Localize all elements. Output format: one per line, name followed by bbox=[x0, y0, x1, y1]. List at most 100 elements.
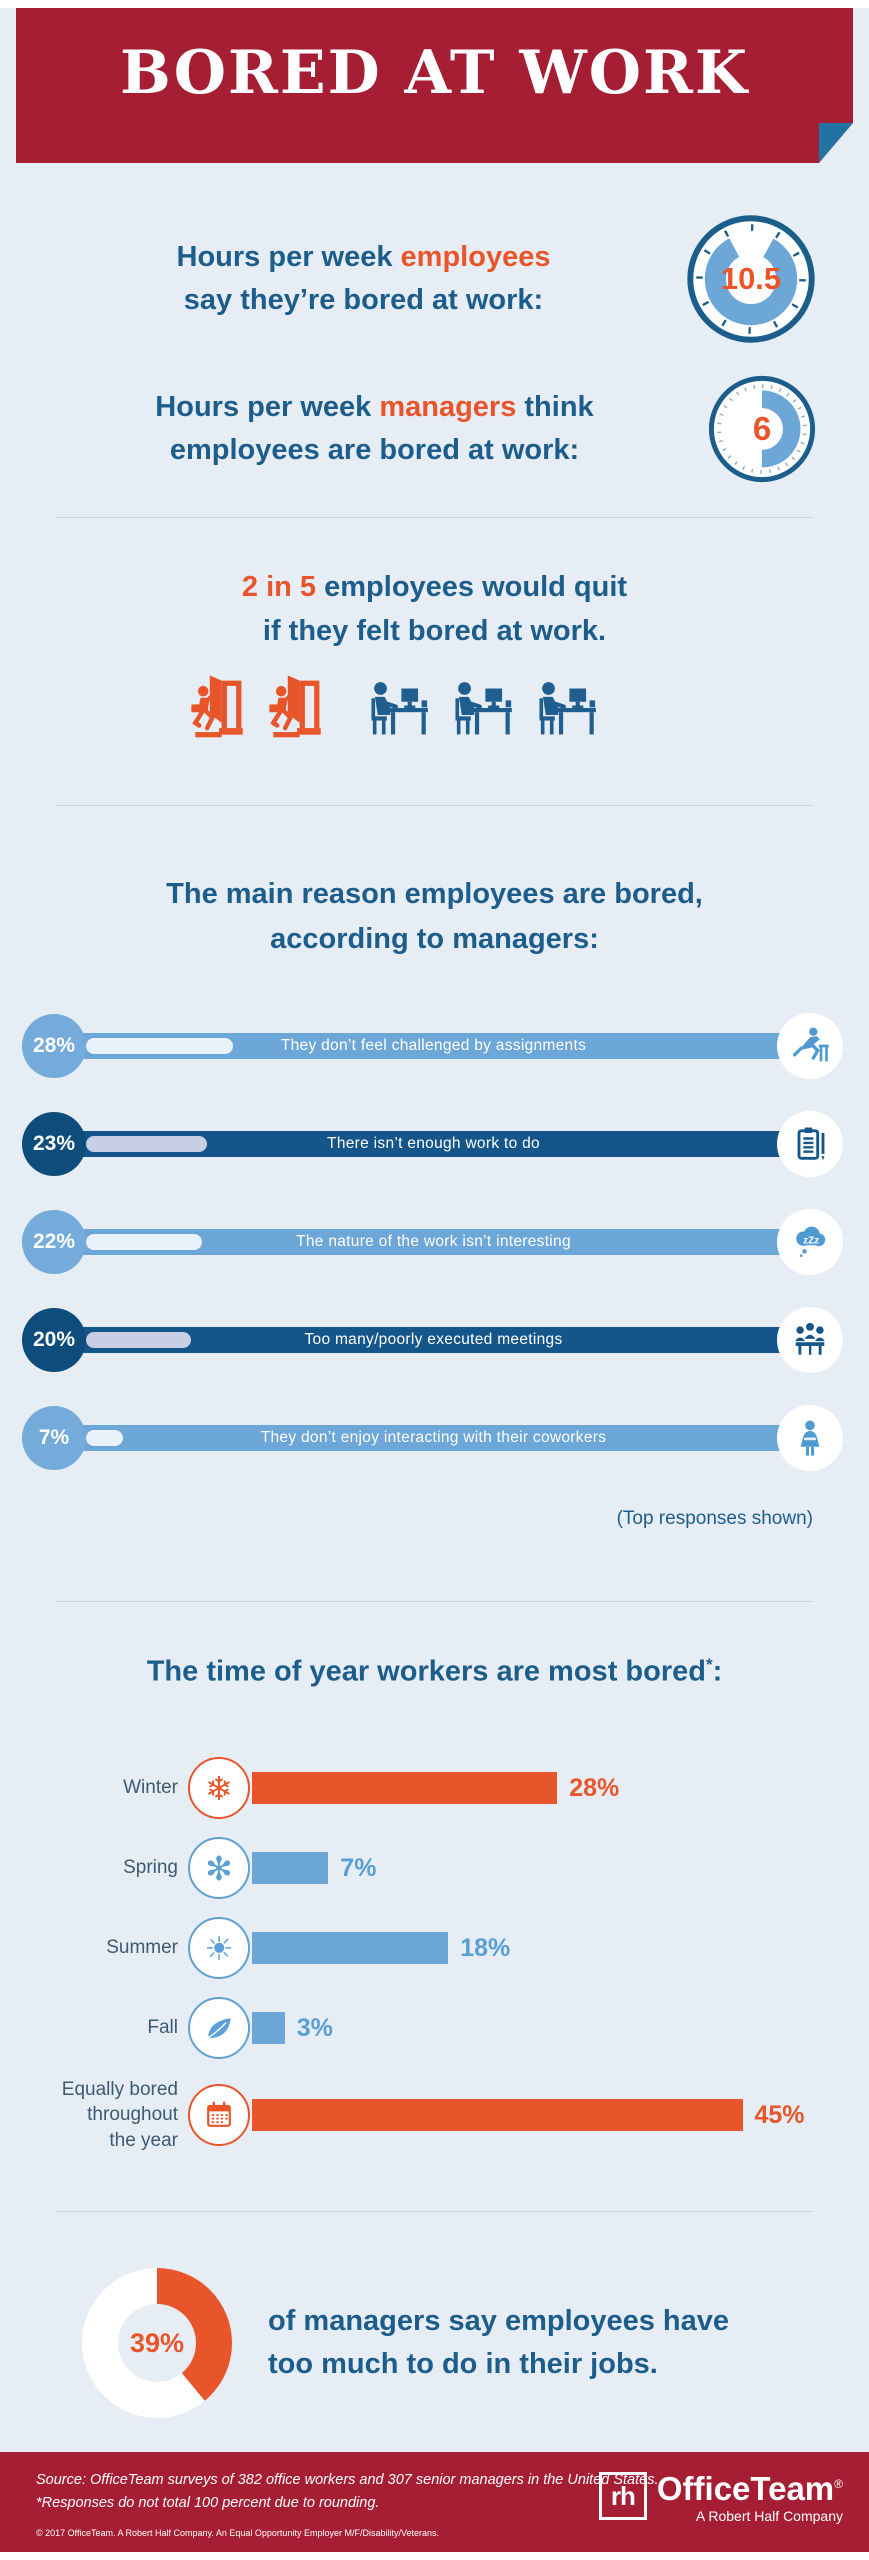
registered-mark: ® bbox=[834, 2477, 843, 2491]
seasons-heading-text: The time of year workers are most bored bbox=[146, 1655, 706, 1688]
quit-pictogram-row bbox=[0, 674, 789, 745]
hours-managers-line1: Hours per week managers think bbox=[60, 386, 689, 430]
zzz-sleep-icon: zZz bbox=[777, 1209, 843, 1275]
season-row: Fall 3% bbox=[0, 1988, 869, 2068]
clipboard-icon bbox=[777, 1111, 843, 1177]
copyright-text: © 2017 OfficeTeam. A Robert Half Company… bbox=[36, 2528, 439, 2538]
quit-statement: 2 in 5 employees would quit if they felt… bbox=[0, 566, 869, 653]
hours-employees-line1: Hours per week employees bbox=[60, 236, 667, 280]
busy-statement: of managers say employees have too much … bbox=[268, 2300, 729, 2387]
donut-percent: 39% bbox=[129, 2327, 185, 2358]
season-bar bbox=[252, 1932, 449, 1964]
season-glyph: ☀ bbox=[204, 1929, 234, 1967]
footnote-asterisk: * bbox=[705, 1655, 713, 1674]
reason-percent-badge: 28% bbox=[22, 1014, 86, 1078]
season-glyph: ❄ bbox=[205, 1769, 233, 1807]
reason-bar-track: The nature of the work isn’t interesting bbox=[54, 1229, 813, 1255]
officeteam-logo: rh OfficeTeam® A Robert Half Company bbox=[598, 2472, 843, 2524]
desk-worker-icon bbox=[368, 676, 432, 745]
section-divider bbox=[55, 805, 814, 806]
reason-percent-badge: 22% bbox=[22, 1210, 86, 1274]
door-exit-icon bbox=[268, 674, 326, 745]
hours-employees-text: Hours per week employees say they’re bor… bbox=[60, 236, 667, 323]
reason-percent: 23% bbox=[32, 1132, 76, 1155]
reason-percent: 22% bbox=[32, 1230, 76, 1253]
hours-employees-row: Hours per week employees say they’re bor… bbox=[60, 203, 817, 355]
reason-row: Too many/poorly executed meetings 20% bbox=[22, 1307, 843, 1373]
reasons-note: (Top responses shown) bbox=[616, 1508, 813, 1529]
door-exit-icon bbox=[190, 674, 248, 745]
ribbon-fold bbox=[819, 123, 853, 163]
section-divider bbox=[55, 517, 814, 518]
reason-bar-inset bbox=[86, 1136, 207, 1152]
title-banner: BORED AT WORK bbox=[16, 8, 853, 163]
page-title: BORED AT WORK bbox=[119, 38, 750, 108]
clock-value: 10.5 bbox=[720, 261, 782, 296]
reason-percent: 28% bbox=[32, 1034, 76, 1057]
season-label: Winter bbox=[123, 1777, 178, 1799]
text-segment: employees would quit bbox=[316, 571, 628, 603]
hours-employees-line2: say they’re bored at work: bbox=[183, 284, 544, 316]
hours-managers-text: Hours per week managers think employees … bbox=[60, 386, 689, 473]
reason-bar-inset bbox=[86, 1038, 233, 1054]
reason-bar-inset bbox=[86, 1234, 202, 1250]
reason-row: The nature of the work isn’t interesting… bbox=[22, 1209, 843, 1275]
season-label: Equally bored throughout the year bbox=[61, 2078, 178, 2151]
reason-bar-label: They don’t feel challenged by assignment… bbox=[280, 1037, 587, 1054]
clock-10-5: 10.5 bbox=[685, 213, 817, 345]
reason-bar-inset bbox=[86, 1430, 123, 1446]
leaf-icon bbox=[188, 1997, 250, 2059]
highlight-managers: managers bbox=[379, 390, 517, 423]
seasons-heading: The time of year workers are most bored*… bbox=[0, 1655, 869, 1689]
clock-icon bbox=[708, 375, 816, 483]
reason-bar-label: The nature of the work isn’t interesting bbox=[296, 1233, 571, 1250]
robert-half-icon: rh bbox=[598, 2472, 647, 2520]
reason-bar-track: There isn’t enough work to do bbox=[54, 1131, 813, 1157]
season-percent: 3% bbox=[296, 2013, 333, 2042]
clock-6: 6 bbox=[707, 374, 817, 484]
flower-icon: ✻ bbox=[188, 1837, 250, 1899]
logo-tagline: A Robert Half Company bbox=[695, 2508, 843, 2524]
reason-percent: 20% bbox=[32, 1328, 76, 1351]
footer: Source: OfficeTeam surveys of 382 office… bbox=[0, 2452, 869, 2552]
season-bar bbox=[252, 2099, 743, 2131]
svg-text:zZz: zZz bbox=[803, 1236, 819, 1247]
season-row: Equally bored throughout the year 45% bbox=[0, 2068, 869, 2162]
section-divider bbox=[55, 2211, 814, 2212]
person-icon bbox=[777, 1405, 843, 1471]
reasons-heading-line2: according to managers: bbox=[270, 922, 599, 955]
seasons-heading-colon: : bbox=[712, 1655, 723, 1688]
quit-line1: 2 in 5 employees would quit bbox=[0, 566, 869, 610]
hours-managers-row: Hours per week managers think employees … bbox=[60, 368, 817, 490]
season-percent: 7% bbox=[340, 1853, 377, 1882]
reason-row: They don’t enjoy interacting with their … bbox=[22, 1405, 843, 1471]
highlight-employees: employees bbox=[400, 240, 551, 273]
busy-section: 39% of managers say employees have too m… bbox=[82, 2268, 729, 2418]
reason-percent: 7% bbox=[38, 1426, 70, 1449]
quit-line2: if they felt bored at work. bbox=[262, 614, 607, 647]
reason-bar-track: They don’t feel challenged by assignment… bbox=[54, 1033, 813, 1059]
season-bar bbox=[252, 1852, 329, 1884]
season-percent: 18% bbox=[460, 1933, 511, 1962]
snowflake-icon: ❄ bbox=[188, 1757, 250, 1819]
reason-row: There isn’t enough work to do 23% bbox=[22, 1111, 843, 1177]
reason-bar-inset bbox=[86, 1332, 191, 1348]
reason-percent-badge: 20% bbox=[22, 1308, 86, 1372]
logo-text-block: OfficeTeam® A Robert Half Company bbox=[657, 2472, 843, 2524]
donut-chart: 39% bbox=[82, 2268, 232, 2418]
season-glyph: ✻ bbox=[205, 1849, 233, 1887]
season-bar bbox=[252, 2012, 285, 2044]
reasons-heading-line1: The main reason employees are bored, bbox=[166, 878, 703, 910]
season-label: Spring bbox=[123, 1857, 178, 1879]
hours-managers-line2: employees are bored at work: bbox=[169, 434, 580, 466]
reason-bar-label: Too many/poorly executed meetings bbox=[304, 1331, 563, 1348]
meeting-icon bbox=[777, 1307, 843, 1373]
season-percent: 28% bbox=[569, 1773, 620, 1802]
sun-icon: ☀ bbox=[188, 1917, 250, 1979]
reason-bar-label: They don’t enjoy interacting with their … bbox=[260, 1429, 607, 1446]
clock-value: 6 bbox=[752, 410, 772, 447]
logo-name: OfficeTeam® bbox=[657, 2472, 843, 2505]
reason-bar-track: They don’t enjoy interacting with their … bbox=[54, 1425, 813, 1451]
text-segment: Hours per week bbox=[155, 390, 380, 423]
